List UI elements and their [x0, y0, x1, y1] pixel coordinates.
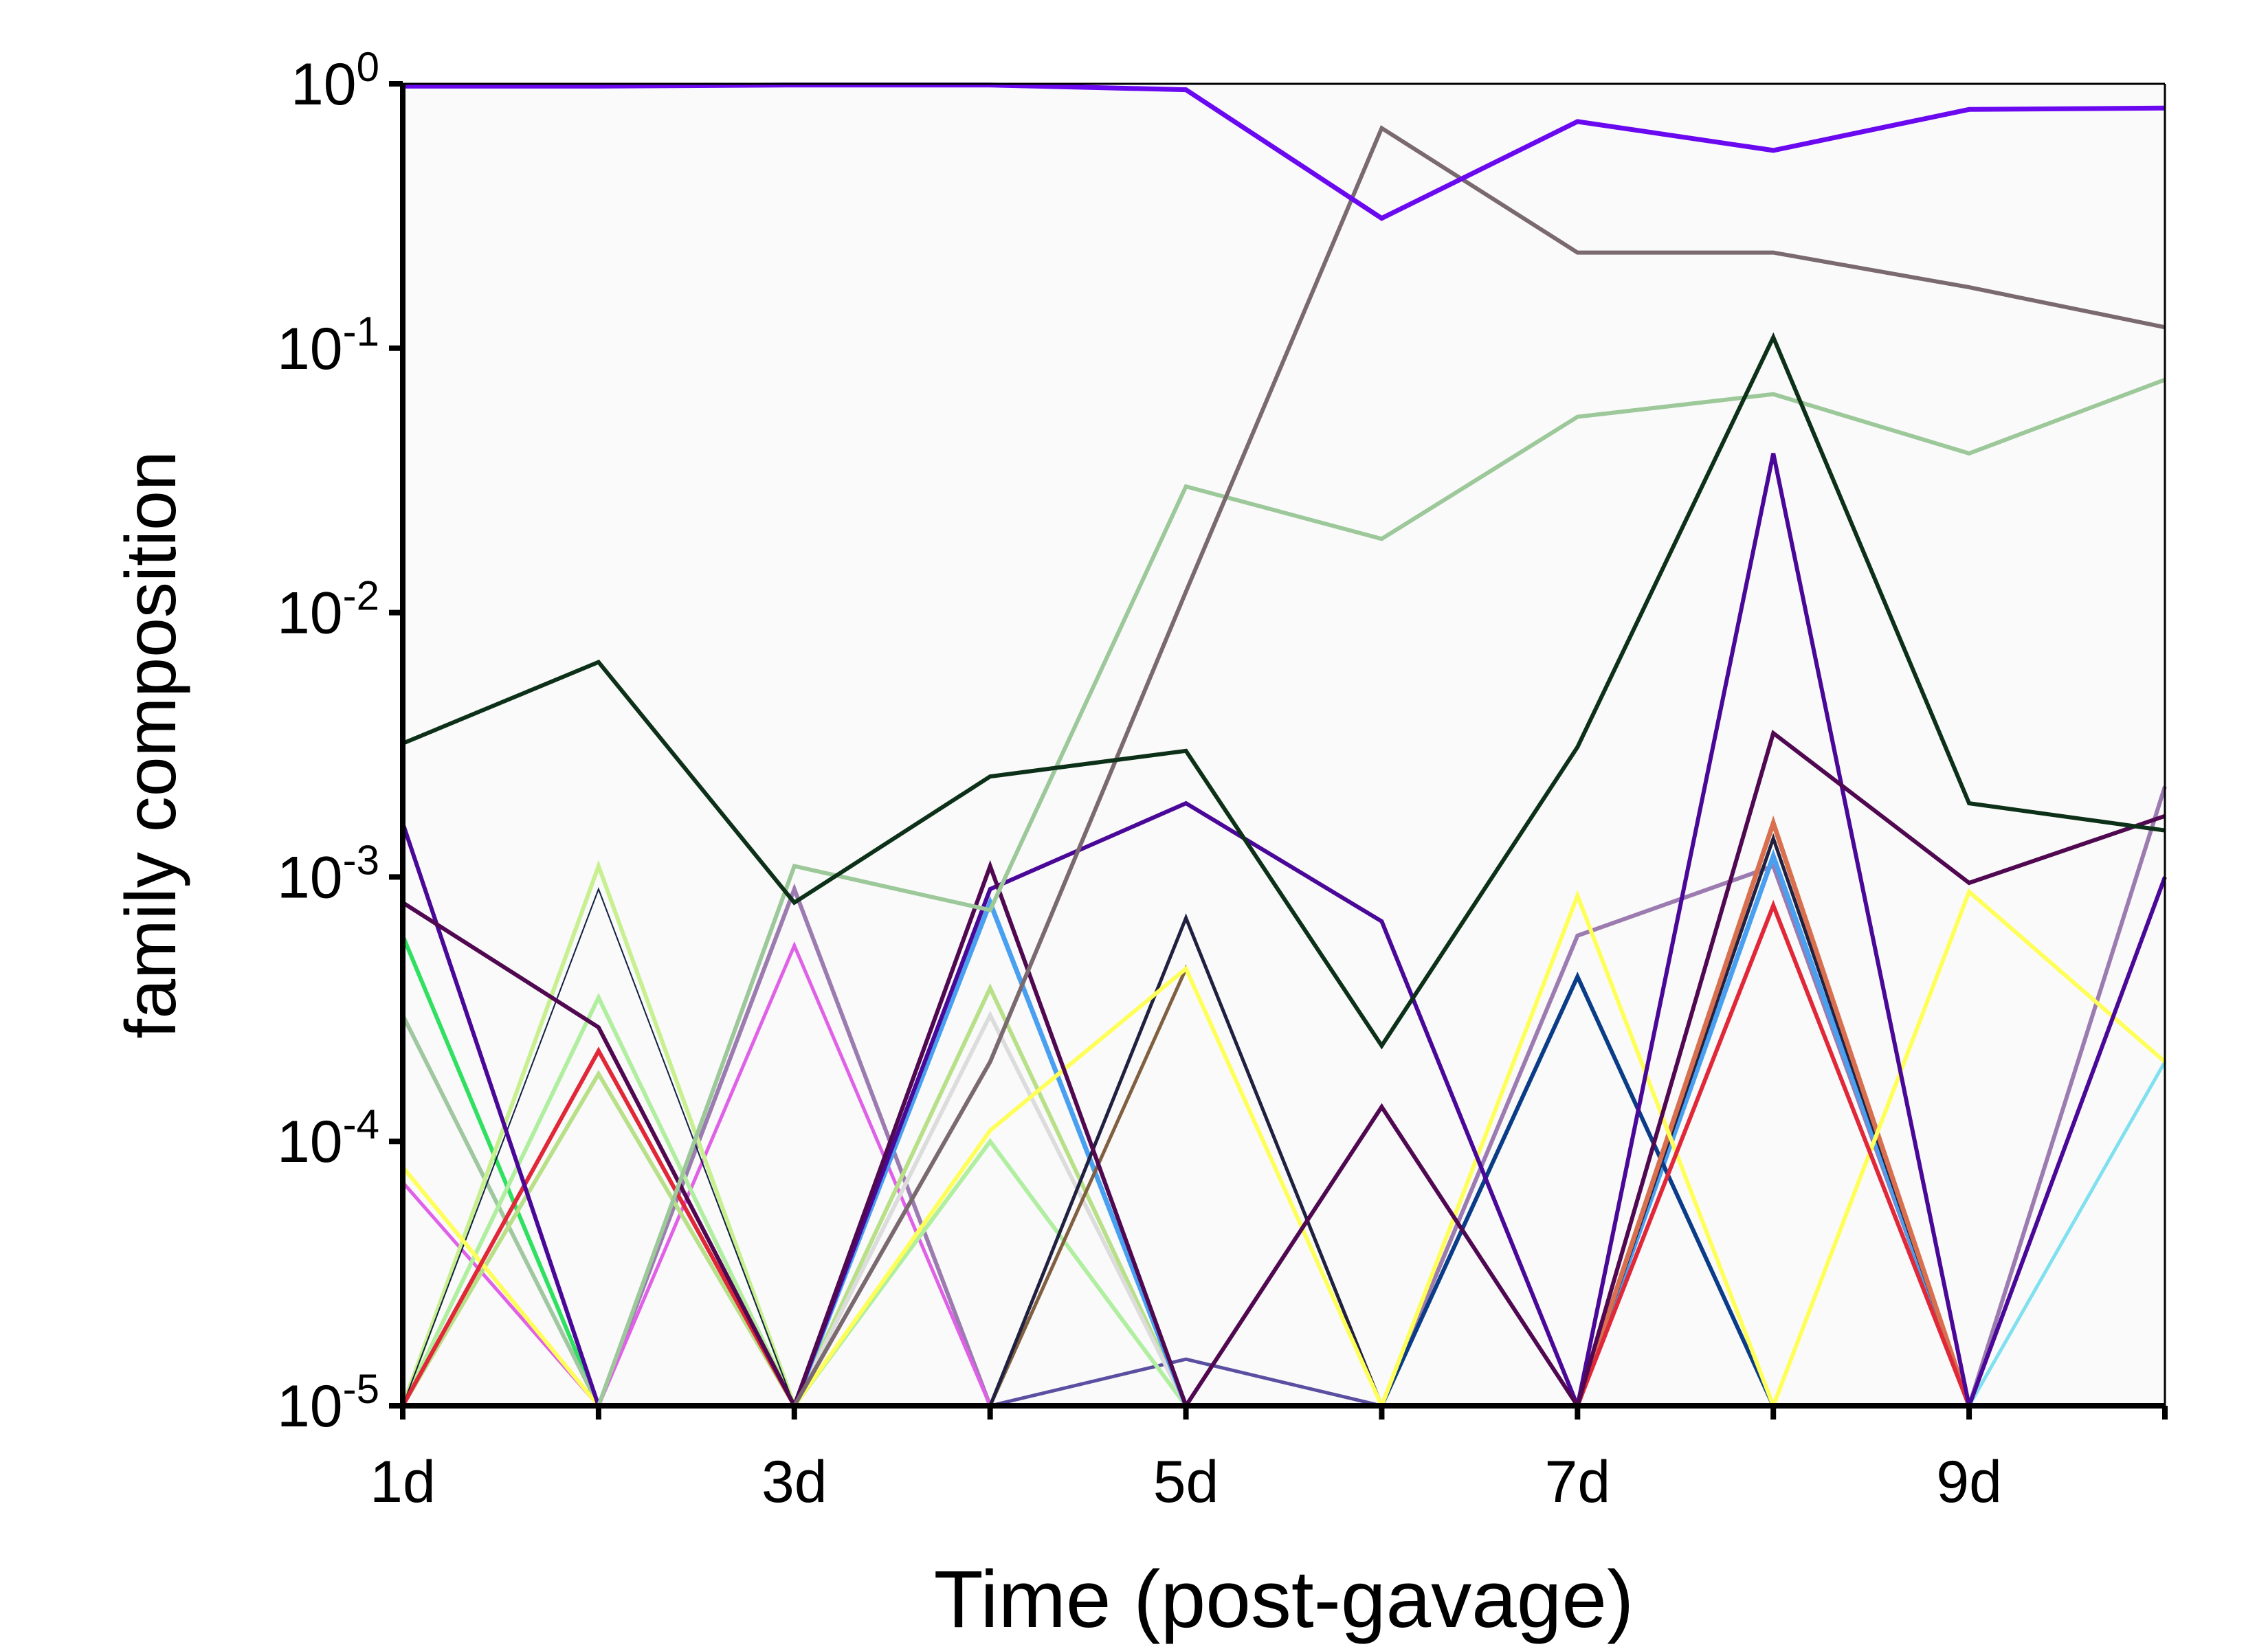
y-tick-label: 10-1	[277, 309, 379, 382]
series-line-24	[403, 82, 2166, 221]
y-tick-label: 10-5	[277, 1366, 379, 1439]
axes	[400, 82, 2166, 1409]
series-line-20	[401, 729, 2166, 1411]
x-tick-label: 5d	[1153, 1449, 1219, 1515]
y-tick-label: 100	[291, 44, 379, 117]
x-tick-label: 7d	[1544, 1449, 1610, 1515]
x-tick-label: 3d	[761, 1449, 827, 1515]
y-tick-label: 10-4	[277, 1101, 379, 1175]
series-line-21	[403, 377, 2166, 1408]
y-axis-label: family composition	[111, 451, 191, 1038]
y-tick-label: 10-3	[277, 837, 379, 910]
x-tick-label: 9d	[1936, 1449, 2002, 1515]
x-axis-label: Time (post-gavage)	[934, 1554, 1634, 1645]
series-line-23	[401, 332, 2166, 1050]
x-tick-label: 1d	[370, 1449, 436, 1515]
y-tick-label: 10-2	[277, 573, 379, 647]
ticks: 1d 3d 5d 7d 9d 100 10-1 10-2 10-3 10-4 10-5	[277, 44, 2168, 1515]
